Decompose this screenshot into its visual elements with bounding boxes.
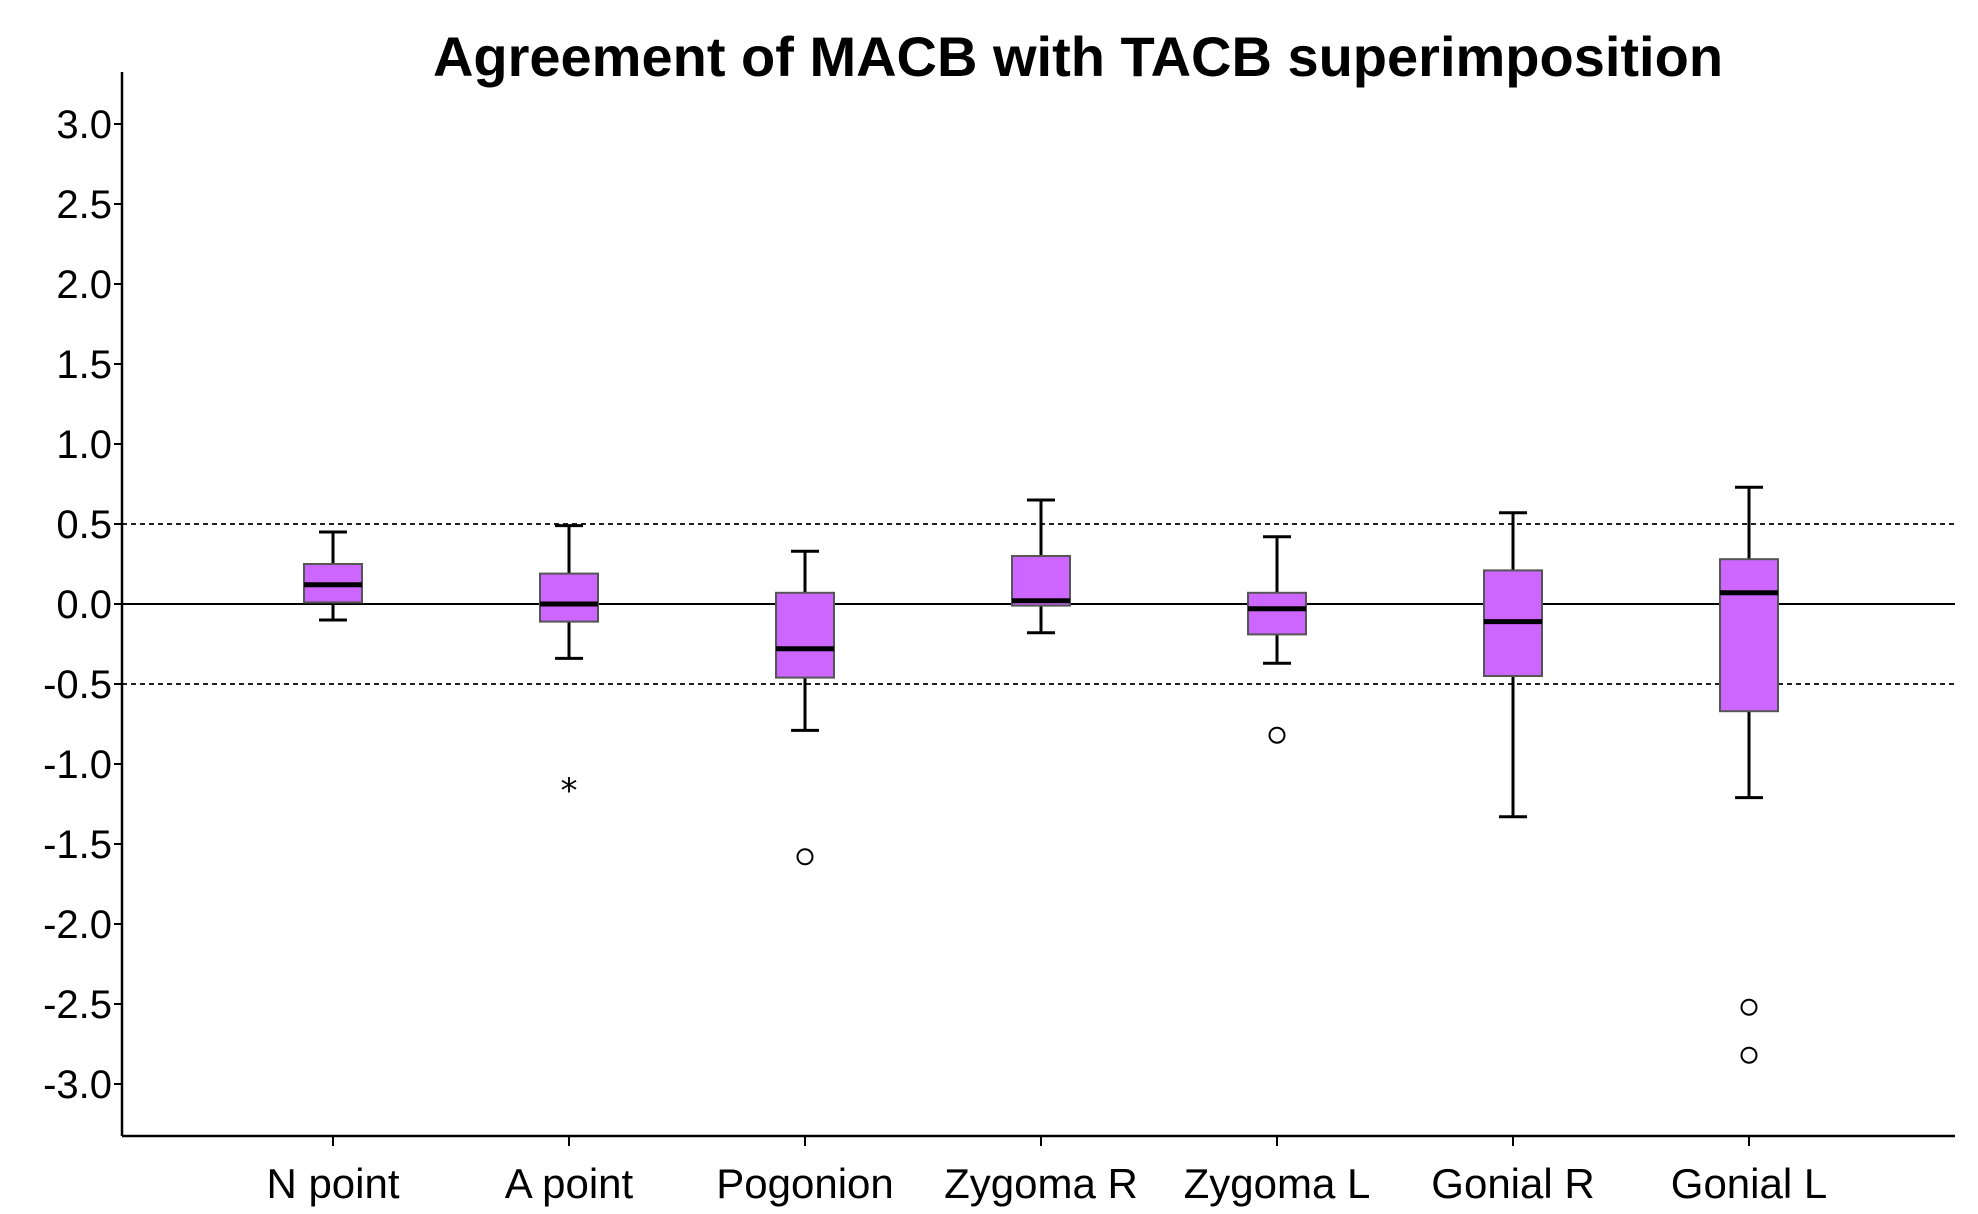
outlier-point bbox=[1268, 726, 1286, 744]
box-series: * bbox=[303, 485, 1779, 1064]
chart-title: Agreement of MACB with TACB superimposit… bbox=[433, 25, 1723, 88]
y-tick-label: -3.0 bbox=[43, 1063, 112, 1107]
y-tick-label: 1.5 bbox=[56, 343, 112, 387]
box-a-point: * bbox=[539, 524, 599, 811]
y-tick-label: 0.5 bbox=[56, 503, 112, 547]
box-zygoma-l bbox=[1247, 535, 1307, 744]
box-pogonion bbox=[775, 549, 835, 866]
x-category-label: Zygoma R bbox=[944, 1160, 1138, 1207]
iqr-box bbox=[1247, 591, 1307, 636]
y-tick-label: -2.5 bbox=[43, 983, 112, 1027]
y-tick-label: 1.0 bbox=[56, 423, 112, 467]
box-gonial-l bbox=[1719, 485, 1779, 1064]
y-tick-label: -1.5 bbox=[43, 823, 112, 867]
y-tick-label: 3.0 bbox=[56, 103, 112, 147]
iqr-box bbox=[1719, 558, 1779, 713]
x-category-label: Gonial L bbox=[1671, 1160, 1827, 1207]
y-tick-label: -0.5 bbox=[43, 663, 112, 707]
outlier-point bbox=[1740, 1046, 1758, 1064]
x-category-label: N point bbox=[266, 1160, 399, 1207]
extreme-point: * bbox=[561, 771, 578, 811]
outlier-point bbox=[796, 848, 814, 866]
iqr-box bbox=[539, 572, 599, 623]
y-tick-label: 0.0 bbox=[56, 583, 112, 627]
x-category-label: A point bbox=[505, 1160, 634, 1207]
outlier-point bbox=[1740, 998, 1758, 1016]
y-tick-label: -2.0 bbox=[43, 903, 112, 947]
y-tick-label: 2.5 bbox=[56, 183, 112, 227]
box-n-point bbox=[303, 530, 363, 622]
y-tick-label: -1.0 bbox=[43, 743, 112, 787]
x-category-label: Pogonion bbox=[716, 1160, 894, 1207]
y-tick-label: 2.0 bbox=[56, 263, 112, 307]
x-category-label: Zygoma L bbox=[1184, 1160, 1371, 1207]
iqr-box bbox=[775, 591, 835, 679]
box-zygoma-r bbox=[1011, 498, 1071, 635]
x-category-label: Gonial R bbox=[1431, 1160, 1594, 1207]
iqr-box bbox=[1011, 555, 1071, 607]
y-axis-ticks: 3.0 2.5 2.0 1.5 1.0 0.5 0.0 -0.5 -1.0 -1.5 -2.0 -2.… bbox=[43, 103, 122, 1107]
box-gonial-r bbox=[1483, 511, 1543, 819]
x-axis-ticks: N point A point Pogonion Zygoma R Zygoma L Go… bbox=[266, 1136, 1827, 1207]
